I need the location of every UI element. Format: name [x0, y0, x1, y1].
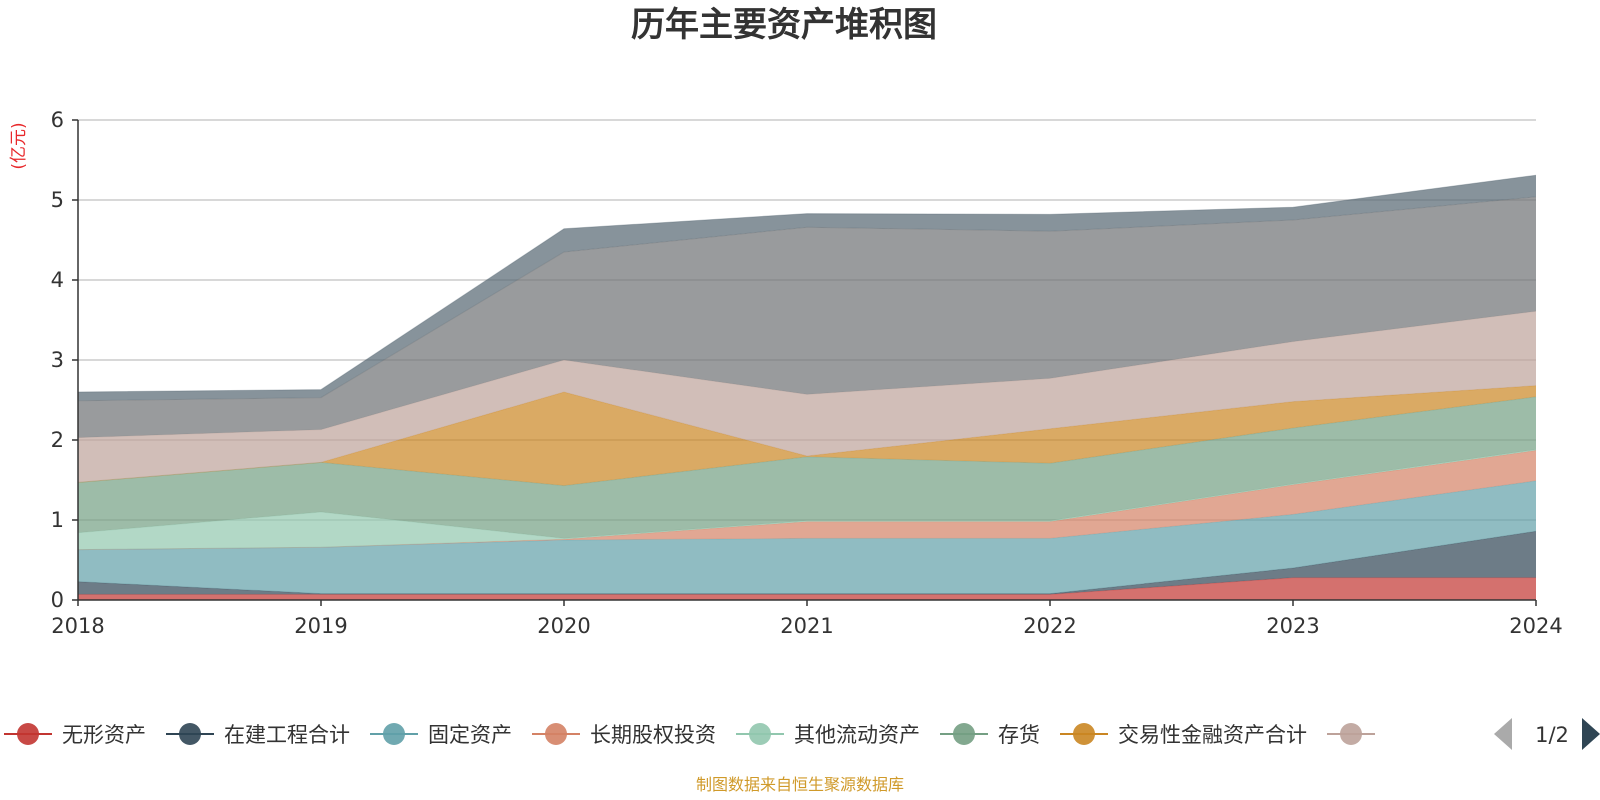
x-tick-label: 2022	[1023, 614, 1076, 638]
legend: 无形资产 在建工程合计 固定资产 长期股权投资 其他流动资产 存货 交易性金融资产合计 1/2	[4, 718, 1600, 750]
legend-pager: 1/2	[1494, 718, 1600, 750]
source-note: 制图数据来自恒生聚源数据库	[696, 775, 904, 794]
x-tick-label: 2020	[537, 614, 590, 638]
legend-item-4[interactable]: 其他流动资产	[736, 723, 920, 747]
area-series-6	[78, 385, 1536, 486]
legend-label: 在建工程合计	[224, 723, 350, 747]
area-series-3	[78, 450, 1536, 550]
y-tick-label: 2	[51, 428, 64, 452]
legend-item-5[interactable]: 存货	[940, 723, 1040, 747]
area-series-7	[78, 311, 1536, 483]
x-tick-label: 2021	[780, 614, 833, 638]
legend-item-1[interactable]: 在建工程合计	[166, 723, 350, 747]
chart-title: 历年主要资产堆积图	[631, 5, 937, 45]
area-series-5	[78, 396, 1536, 539]
legend-item-7[interactable]	[1327, 723, 1375, 745]
legend-item-6[interactable]: 交易性金融资产合计	[1060, 723, 1307, 747]
y-tick-label: 4	[51, 268, 64, 292]
x-tick-label: 2018	[51, 614, 104, 638]
area-series-line-9	[77, 174, 1537, 393]
legend-marker	[545, 723, 567, 745]
legend-label: 交易性金融资产合计	[1118, 723, 1307, 747]
area-series-4	[78, 449, 1536, 550]
area-series-9	[78, 175, 1536, 401]
legend-next-arrow-icon[interactable]	[1582, 718, 1600, 750]
legend-marker	[749, 723, 771, 745]
area-series-2	[78, 480, 1536, 594]
legend-label: 其他流动资产	[794, 723, 920, 747]
y-tick-label: 5	[51, 188, 64, 212]
legend-label: 存货	[998, 723, 1040, 747]
legend-item-0[interactable]: 无形资产	[4, 723, 146, 747]
legend-marker	[953, 723, 975, 745]
area-series-8	[78, 196, 1536, 438]
y-axis-unit-label: (亿元)	[9, 122, 29, 169]
y-tick-label: 0	[51, 588, 64, 612]
axes: 0 1 2 3 4 5 6 2018 2019 2020 2021 2022 2023 2024	[51, 108, 1563, 638]
legend-label: 固定资产	[428, 723, 512, 747]
y-tick-label: 6	[51, 108, 64, 132]
legend-marker	[17, 723, 39, 745]
legend-marker	[179, 723, 201, 745]
area-series-group	[77, 174, 1537, 600]
legend-item-3[interactable]: 长期股权投资	[532, 723, 716, 747]
legend-item-2[interactable]: 固定资产	[370, 723, 512, 747]
x-tick-label: 2019	[294, 614, 347, 638]
y-tick-label: 1	[51, 508, 64, 532]
legend-page-indicator: 1/2	[1535, 723, 1569, 747]
x-tick-label: 2023	[1266, 614, 1319, 638]
legend-marker	[383, 723, 405, 745]
y-tick-label: 3	[51, 348, 64, 372]
legend-items: 无形资产 在建工程合计 固定资产 长期股权投资 其他流动资产 存货 交易性金融资产合计	[4, 723, 1375, 747]
x-tick-label: 2024	[1509, 614, 1562, 638]
legend-label: 无形资产	[62, 723, 146, 747]
legend-prev-arrow-icon[interactable]	[1494, 718, 1512, 750]
legend-marker	[1340, 723, 1362, 745]
legend-marker	[1073, 723, 1095, 745]
legend-label: 长期股权投资	[590, 723, 716, 747]
